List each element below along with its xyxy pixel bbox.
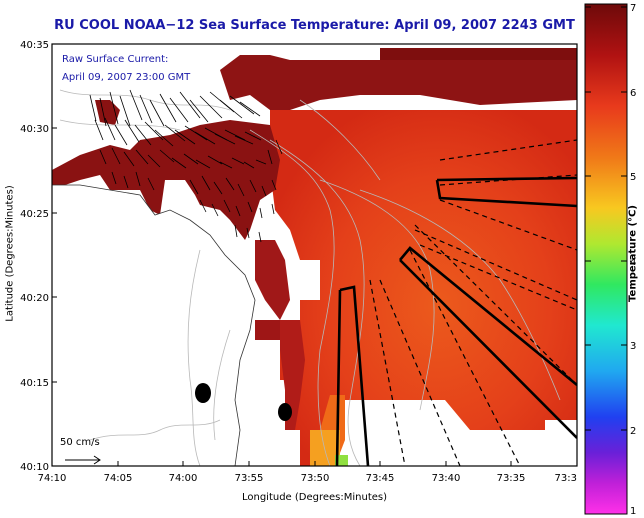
velocity-scale-arrow [65, 455, 101, 465]
sst-field [52, 44, 577, 466]
y-tick-label: 40:20 [20, 293, 49, 304]
x-tick-label: 73:50 [301, 473, 330, 484]
x-tick-label: 73:35 [497, 473, 526, 484]
x-axis-label: Longitude (Degrees:Minutes) [241, 492, 388, 503]
raw-current-date: April 09, 2007 23:00 GMT [62, 72, 191, 83]
x-tick-label: 74:10 [38, 473, 67, 484]
x-tick-label: 74:05 [104, 473, 133, 484]
x-tick-label: 73:55 [235, 473, 264, 484]
colorbar: 7 6 5 4 3 2 1 [584, 3, 636, 517]
y-axis-label: Latitude (Degrees:Minutes) [4, 185, 16, 322]
x-tick-label: 73:40 [432, 473, 461, 484]
colorbar-label: Temperature (°C) [627, 205, 639, 302]
colorbar-tick-label: 6 [630, 88, 636, 99]
y-tick-label: 40:10 [20, 462, 49, 473]
x-tick-label: 74:00 [169, 473, 198, 484]
y-tick-label: 40:15 [20, 378, 49, 389]
y-tick-label: 40:30 [20, 124, 49, 135]
colorbar-tick-label: 7 [630, 3, 636, 14]
velocity-scale-label: 50 cm/s [60, 437, 100, 448]
raw-current-label: Raw Surface Current: [62, 54, 168, 65]
x-tick-label: 73:3 [555, 473, 577, 484]
colorbar-tick-label: 4 [630, 257, 636, 268]
y-axis: 40:35 40:30 40:25 40:20 40:15 40:10 [20, 40, 57, 473]
x-tick-label: 73:45 [366, 473, 395, 484]
x-axis: 74:10 74:05 74:00 73:55 73:50 73:45 73:4… [38, 461, 577, 484]
colorbar-tick-label: 1 [630, 506, 636, 517]
colorbar-tick-label: 2 [630, 426, 636, 437]
y-tick-label: 40:25 [20, 209, 49, 220]
station-marker [195, 383, 211, 403]
figure-title: RU COOL NOAA−12 Sea Surface Temperature:… [54, 18, 575, 33]
colorbar-tick-label: 5 [630, 172, 636, 183]
y-tick-label: 40:35 [20, 40, 49, 51]
station-marker [278, 403, 292, 421]
colorbar-tick-label: 3 [630, 341, 636, 352]
